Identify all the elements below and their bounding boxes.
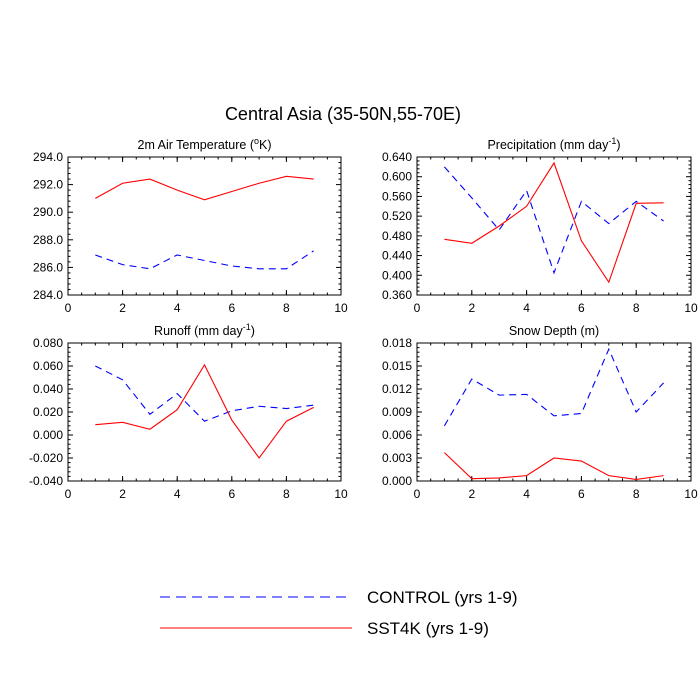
plot-frame bbox=[416, 342, 692, 482]
y-tick-label: 0.012 bbox=[382, 382, 412, 396]
panel-3: Runoff (mm day-1) 0 2 4 6 8 10 -0.040 -0.020 0.00… bbox=[29, 322, 348, 501]
y-tick-label: 0.080 bbox=[33, 336, 63, 350]
panel-title-main: Snow Depth (m) bbox=[509, 324, 599, 338]
x-tick-label: 10 bbox=[334, 487, 348, 501]
x-tick-label: 0 bbox=[414, 487, 421, 501]
panel-2: Precipitation (mm day-1) 0 2 4 6 8 10 0.360 0.40… bbox=[382, 136, 698, 315]
series-line-control bbox=[95, 365, 314, 422]
y-tick-label: 0.440 bbox=[382, 249, 412, 263]
panel-title-sup: -1 bbox=[608, 136, 616, 146]
y-tick-label: 0.560 bbox=[382, 189, 412, 203]
y-tick-label: -0.040 bbox=[29, 474, 63, 488]
series-line-sst4k bbox=[95, 175, 314, 201]
x-tick-label: 10 bbox=[684, 301, 698, 315]
y-tick-label: 0.600 bbox=[382, 170, 412, 184]
figure-title: Central Asia (35-50N,55-70E) bbox=[225, 104, 461, 124]
x-tick-label: 4 bbox=[174, 301, 181, 315]
y-tick-label: 0.040 bbox=[33, 382, 63, 396]
x-tick-label: 2 bbox=[468, 301, 475, 315]
y-tick-label: 0.480 bbox=[382, 229, 412, 243]
series-line-control bbox=[443, 166, 664, 275]
x-tick-label: 8 bbox=[633, 487, 640, 501]
y-tick-label: 0.000 bbox=[33, 428, 63, 442]
plot-frame bbox=[67, 342, 342, 482]
x-tick-label: 0 bbox=[65, 301, 72, 315]
panel-title: Snow Depth (m) bbox=[509, 324, 599, 338]
x-tick-label: 4 bbox=[174, 487, 181, 501]
legend-label-sst4k: SST4K (yrs 1-9) bbox=[367, 619, 489, 638]
panel-title-main: Runoff (mm day bbox=[154, 324, 243, 338]
x-tick-label: 10 bbox=[334, 301, 348, 315]
x-tick-label: 10 bbox=[684, 487, 698, 501]
y-tick-label: 0.360 bbox=[382, 288, 412, 302]
panel-4: Snow Depth (m) 0 2 4 6 8 10 0.000 0.003 0.006 0.00… bbox=[382, 324, 698, 501]
y-tick-label: 284.0 bbox=[33, 288, 63, 302]
x-tick-label: 8 bbox=[283, 487, 290, 501]
panels: 2m Air Temperature (oK) 0 2 4 6 8 10 284.0 286.0… bbox=[29, 136, 698, 501]
y-tick-label: 0.520 bbox=[382, 209, 412, 223]
x-tick-label: 2 bbox=[119, 301, 126, 315]
panel-title-sup: o bbox=[254, 136, 259, 146]
legend: CONTROL (yrs 1-9) SST4K (yrs 1-9) bbox=[160, 588, 518, 638]
panel-title: Runoff (mm day-1) bbox=[154, 322, 255, 338]
panel-1: 2m Air Temperature (oK) 0 2 4 6 8 10 284.0 286.0… bbox=[33, 136, 348, 315]
y-tick-label: 292.0 bbox=[33, 178, 63, 192]
y-tick-label: 0.006 bbox=[382, 428, 412, 442]
x-tick-label: 4 bbox=[523, 301, 530, 315]
y-tick-label: 288.0 bbox=[33, 233, 63, 247]
legend-label-control: CONTROL (yrs 1-9) bbox=[367, 588, 518, 607]
series-line-sst4k bbox=[95, 363, 314, 459]
x-tick-label: 2 bbox=[468, 487, 475, 501]
series-line-sst4k bbox=[444, 452, 664, 481]
x-tick-label: 4 bbox=[523, 487, 530, 501]
y-tick-label: 0.009 bbox=[382, 405, 412, 419]
x-tick-label: 6 bbox=[578, 301, 585, 315]
panel-title-main: 2m Air Temperature ( bbox=[138, 138, 255, 152]
y-tick-label: 0.000 bbox=[382, 474, 412, 488]
x-tick-label: 2 bbox=[119, 487, 126, 501]
x-tick-label: 8 bbox=[283, 301, 290, 315]
y-tick-label: -0.020 bbox=[29, 451, 63, 465]
y-tick-label: 0.018 bbox=[382, 336, 412, 350]
x-tick-label: 0 bbox=[65, 487, 72, 501]
x-tick-label: 6 bbox=[578, 487, 585, 501]
y-tick-label: 286.0 bbox=[33, 260, 63, 274]
y-tick-label: 0.015 bbox=[382, 359, 412, 373]
panel-title-sup: -1 bbox=[243, 322, 251, 332]
panel-title-main: Precipitation (mm day bbox=[487, 138, 609, 152]
series-line-control bbox=[95, 250, 315, 270]
y-tick-label: 0.400 bbox=[382, 268, 412, 282]
panel-title-end: ) bbox=[251, 324, 255, 338]
panel-title: 2m Air Temperature (oK) bbox=[138, 136, 272, 152]
series-line-sst4k bbox=[444, 161, 664, 284]
panel-title-end: ) bbox=[616, 138, 620, 152]
y-tick-label: 290.0 bbox=[33, 205, 63, 219]
y-tick-label: 294.0 bbox=[33, 150, 63, 164]
panel-title: Precipitation (mm day-1) bbox=[487, 136, 620, 152]
x-tick-label: 0 bbox=[414, 301, 421, 315]
series-line-control bbox=[443, 347, 665, 427]
y-tick-label: 0.003 bbox=[382, 451, 412, 465]
y-tick-label: 0.060 bbox=[33, 359, 63, 373]
x-tick-label: 6 bbox=[228, 487, 235, 501]
x-tick-label: 6 bbox=[228, 301, 235, 315]
panel-title-end: K) bbox=[259, 138, 272, 152]
y-tick-label: 0.640 bbox=[382, 150, 412, 164]
x-tick-label: 8 bbox=[633, 301, 640, 315]
y-tick-label: 0.020 bbox=[33, 405, 63, 419]
